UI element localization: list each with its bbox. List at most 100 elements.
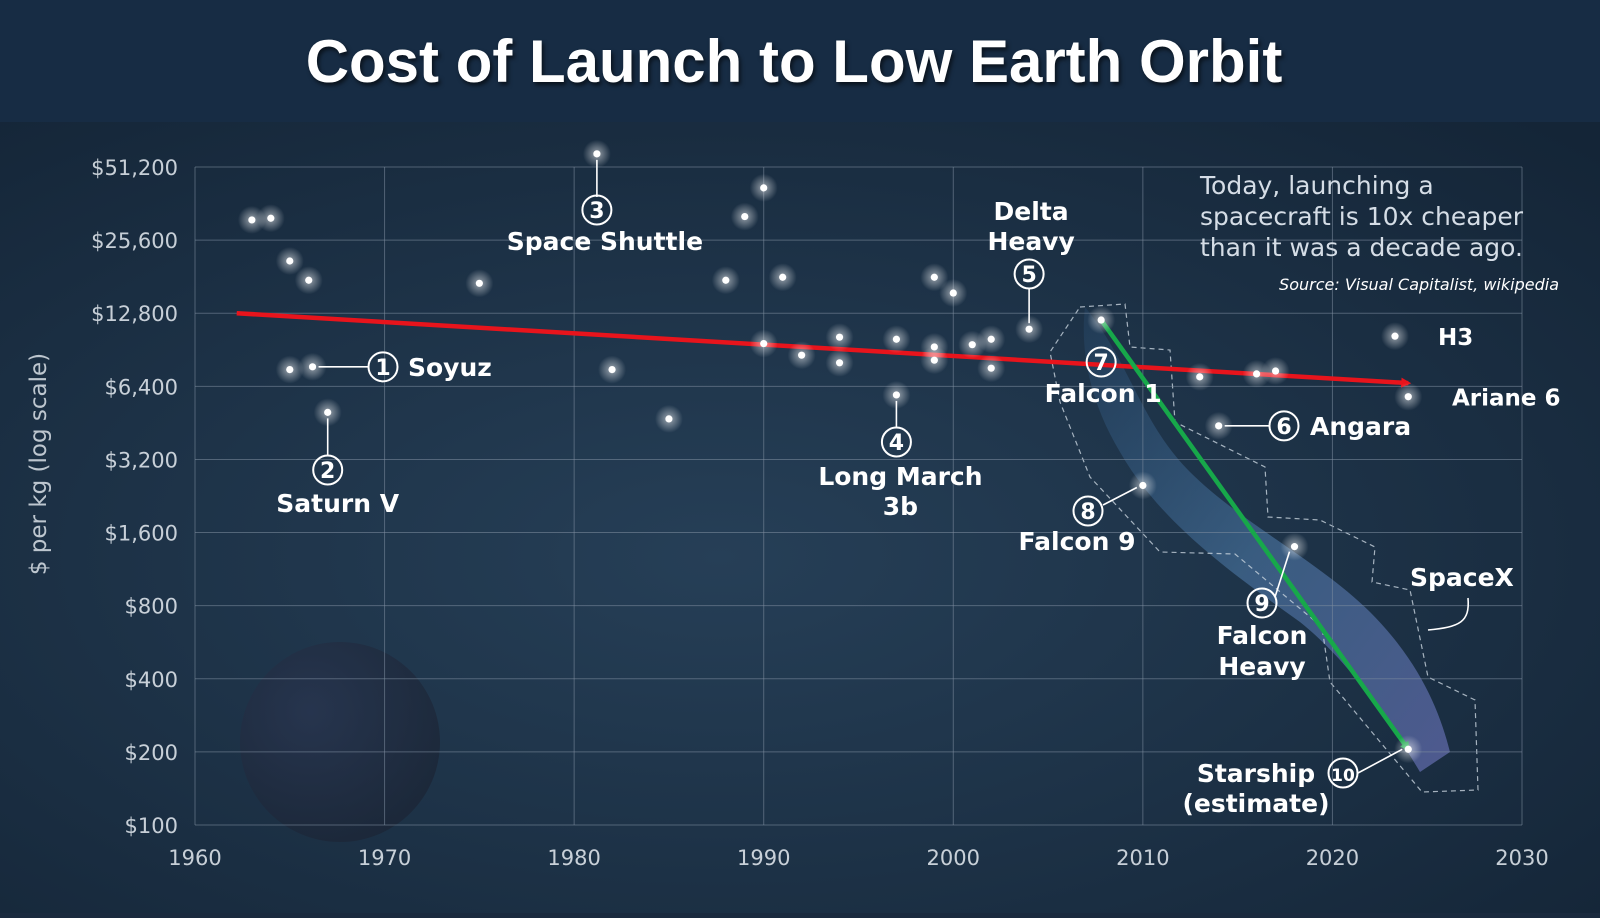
trend-lines [236, 310, 1412, 752]
data-point [722, 276, 730, 284]
y-tick-label: $6,400 [105, 375, 178, 399]
annotation-line: spacecraft is 10x cheaper [1200, 202, 1524, 231]
falcon-9-number-badge [1072, 495, 1104, 527]
starship-label: Starship [1197, 759, 1315, 788]
data-point [892, 391, 901, 399]
data-point [987, 364, 995, 372]
data-point [760, 339, 768, 348]
y-tick-label: $12,800 [91, 302, 178, 326]
falcon-heavy-leader-line [1274, 551, 1291, 598]
falcon-heavy-label-line2: Heavy [1218, 652, 1305, 681]
saturn-v-label: Saturn V [276, 489, 399, 518]
x-tick-label: 2030 [1495, 846, 1548, 870]
axes: 1960 1970 1980 1990 2000 2010 2020 2030 $51,200 $… [26, 156, 1549, 870]
chart-area: 1960 1970 1980 1990 2000 2010 2020 2030 $51,200 $… [0, 122, 1600, 913]
data-point [593, 150, 601, 158]
h3-label: H3 [1438, 325, 1473, 351]
falcon-9-label: Falcon 9 [1019, 527, 1136, 556]
data-point [968, 341, 976, 349]
falcon-heavy-number: 9 [1254, 592, 1269, 617]
falcon-heavy-number-badge [1246, 587, 1278, 619]
ariane-6-label: Ariane 6 [1452, 386, 1561, 412]
x-tick-label: 2020 [1306, 846, 1359, 870]
soyuz-number-badge [367, 351, 399, 383]
data-point [665, 415, 673, 423]
data-point [267, 214, 275, 222]
soyuz-number: 1 [375, 356, 390, 381]
y-tick-label: $51,200 [91, 156, 178, 180]
x-tick-label: 1980 [547, 846, 600, 870]
data-point [324, 408, 332, 416]
long-march-number-badge [880, 426, 912, 458]
saturn-v-number-badge [312, 454, 344, 486]
starship-leader-line [1357, 748, 1403, 774]
data-point [1290, 543, 1299, 551]
delta-heavy-number: 5 [1021, 263, 1036, 288]
data-point [779, 273, 787, 281]
spacex-glow-streak [1083, 307, 1450, 772]
data-point [305, 276, 313, 284]
data-point [798, 351, 806, 359]
planet-decoration [240, 642, 440, 842]
data-point [608, 366, 616, 374]
saturn-v-number: 2 [320, 459, 335, 484]
annotation-line: Today, launching a [1199, 171, 1434, 200]
angara-label: Angara [1310, 412, 1411, 441]
data-point [1404, 393, 1412, 401]
space-shuttle-label: Space Shuttle [507, 227, 703, 256]
data-point [835, 359, 844, 367]
y-tick-label: $3,200 [105, 448, 178, 472]
data-point [308, 363, 317, 371]
long-march-number: 4 [889, 431, 904, 456]
x-tick-label: 1970 [358, 846, 411, 870]
space-shuttle-number: 3 [589, 199, 604, 224]
red-trend-arrow [236, 310, 1412, 388]
delta-heavy-label: Delta [994, 197, 1069, 226]
falcon-1-label: Falcon 1 [1045, 379, 1162, 408]
x-tick-label: 1990 [737, 846, 790, 870]
angara-number: 6 [1276, 415, 1291, 440]
y-tick-label: $100 [125, 814, 178, 838]
y-tick-label: $400 [125, 668, 178, 692]
soyuz-label: Soyuz [408, 353, 492, 382]
y-tick-label: $200 [125, 741, 178, 765]
delta-heavy-label-line2: Heavy [987, 227, 1074, 256]
x-tick-label: 2010 [1116, 846, 1169, 870]
x-tick-label: 2000 [927, 846, 980, 870]
source-note: Source: Visual Capitalist, wikipedia [1279, 275, 1559, 294]
data-point [248, 216, 256, 224]
data-point [760, 184, 768, 192]
data-point [930, 273, 938, 281]
data-point [1025, 325, 1033, 333]
data-point [1253, 370, 1261, 378]
y-tick-label: $25,600 [91, 229, 178, 253]
falcon-9-number: 8 [1080, 500, 1095, 525]
data-point [1196, 373, 1204, 381]
data-point [949, 289, 957, 297]
data-points [237, 139, 1423, 764]
data-point [835, 333, 844, 341]
data-point [475, 279, 483, 287]
spacex-label: SpaceX [1410, 563, 1514, 592]
launch-cost-chart: 1960 1970 1980 1990 2000 2010 2020 2030 $51,200 $… [0, 122, 1600, 913]
data-point [1139, 481, 1147, 490]
starship-number-badge [1327, 757, 1359, 789]
spacex-leader-line [1427, 597, 1470, 631]
grid-lines [194, 166, 1523, 826]
long-march-label: Long March [818, 462, 982, 491]
data-point [741, 212, 749, 221]
green-trend-arrow [1099, 318, 1411, 752]
point-labels: 1 Soyuz 2 Saturn V 3 Space Shuttle 4 Long March… [276, 159, 1561, 818]
title-bar: Cost of Launch to Low Earth Orbit [0, 0, 1600, 122]
data-point [930, 356, 938, 364]
data-point [286, 366, 294, 374]
x-tick-label: 1960 [168, 846, 221, 870]
starship-label-line2: (estimate) [1182, 789, 1329, 818]
space-shuttle-number-badge [581, 194, 613, 226]
starship-number: 10 [1331, 766, 1355, 786]
y-tick-label: $1,600 [105, 522, 178, 546]
data-point [1404, 745, 1412, 753]
data-point [987, 335, 995, 343]
data-point [286, 257, 294, 265]
